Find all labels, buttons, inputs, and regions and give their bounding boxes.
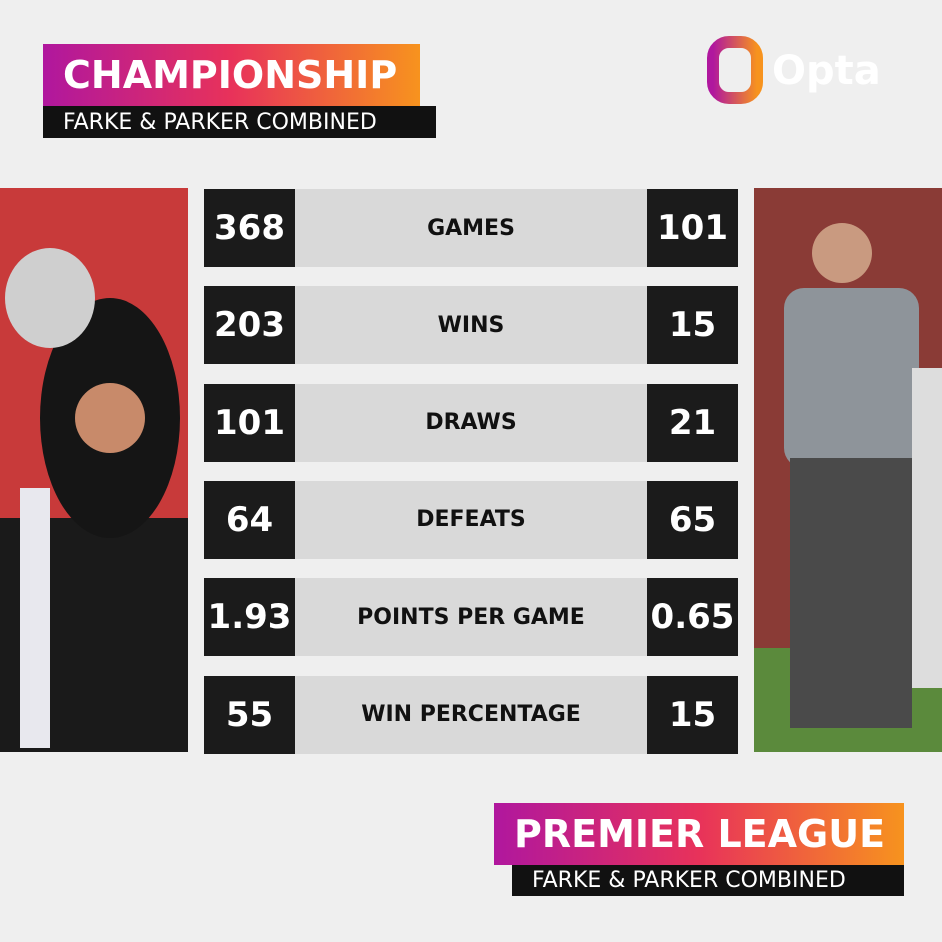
stat-label: GAMES: [295, 189, 647, 267]
left-value: 101: [204, 383, 295, 462]
right-value: 101: [647, 189, 738, 267]
right-photo: [754, 188, 942, 752]
header-title: CHAMPIONSHIP: [43, 44, 420, 106]
left-value: 64: [204, 480, 295, 559]
left-value: 1.93: [204, 578, 295, 657]
left-value: 55: [204, 675, 295, 754]
left-photo: [0, 188, 188, 752]
stat-label: WIN PERCENTAGE: [295, 675, 647, 754]
right-value: 0.65: [647, 578, 738, 657]
right-value: 21: [647, 383, 738, 462]
stat-label: DEFEATS: [295, 480, 647, 559]
left-value: 203: [204, 286, 295, 365]
stat-label: DRAWS: [295, 383, 647, 462]
logo-icon: [707, 36, 763, 104]
header-subtitle: FARKE & PARKER COMBINED: [43, 106, 436, 138]
stat-label: WINS: [295, 286, 647, 365]
right-value: 15: [647, 675, 738, 754]
stat-label: POINTS PER GAME: [295, 578, 647, 657]
right-value: 15: [647, 286, 738, 365]
footer-title: PREMIER LEAGUE: [494, 803, 904, 865]
left-value: 368: [204, 189, 295, 267]
right-value: 65: [647, 480, 738, 559]
logo-text: Opta: [772, 48, 881, 94]
footer-subtitle: FARKE & PARKER COMBINED: [512, 865, 904, 896]
